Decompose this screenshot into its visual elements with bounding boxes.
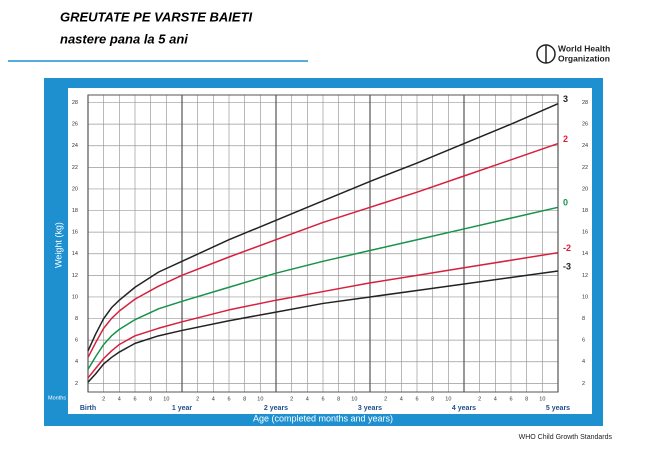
x-major-tick-label: 3 years: [358, 405, 382, 412]
chart-title: GREUTATE PE VARSTE BAIETI: [60, 9, 253, 24]
x-axis-title: Age (completed months and years): [253, 413, 393, 423]
series-label: 2: [563, 134, 568, 144]
x-tick-label: 2: [384, 396, 387, 402]
x-tick-label: 6: [321, 396, 324, 402]
logo-text: World Health: [558, 43, 610, 53]
series-label: -2: [563, 243, 571, 253]
x-tick-label: 2: [196, 396, 199, 402]
y-tick-label: 8: [582, 316, 585, 322]
chart-subtitle: nastere pana la 5 ani: [60, 31, 188, 46]
y-tick-label: 2: [582, 381, 585, 387]
x-major-tick-label: 4 years: [452, 405, 476, 412]
y-tick-label: 24: [72, 143, 78, 149]
y-tick-label: 12: [582, 273, 588, 279]
y-tick-label: 14: [582, 251, 588, 257]
series-label: -3: [563, 261, 571, 271]
x-tick-label: 4: [212, 396, 215, 402]
x-unit-label: Months: [48, 395, 66, 401]
x-tick-label: 8: [431, 396, 434, 402]
x-tick-label: 6: [133, 396, 136, 402]
y-tick-label: 8: [75, 316, 78, 322]
x-tick-label: 2: [290, 396, 293, 402]
y-tick-label: 12: [72, 273, 78, 279]
plot-panel: [68, 88, 592, 414]
x-major-tick-label: 1 year: [172, 405, 193, 412]
y-tick-label: 18: [582, 208, 588, 214]
x-major-tick-label: 2 years: [264, 405, 288, 412]
x-tick-label: 6: [227, 396, 230, 402]
series-line: [87, 206, 559, 370]
series-label: 0: [563, 198, 568, 208]
x-tick-label: 2: [478, 396, 481, 402]
y-tick-label: 10: [72, 294, 78, 300]
y-tick-label: 18: [72, 208, 78, 214]
x-tick-label: 10: [163, 396, 169, 402]
x-tick-label: 10: [445, 396, 451, 402]
y-tick-label: 20: [582, 186, 588, 192]
footer: WHO Child Growth Standards: [519, 434, 613, 441]
series-line: [87, 102, 559, 352]
y-tick-label: 26: [582, 122, 588, 128]
y-tick-label: 6: [75, 338, 78, 344]
y-tick-label: 2: [75, 381, 78, 387]
x-tick-label: 4: [118, 396, 121, 402]
x-major-tick-label: Birth: [80, 405, 96, 412]
x-tick-label: 8: [337, 396, 340, 402]
x-tick-label: 8: [243, 396, 246, 402]
y-tick-label: 4: [582, 359, 585, 365]
x-tick-label: 4: [400, 396, 403, 402]
logo-text: Organization: [558, 53, 610, 63]
x-tick-label: 4: [306, 396, 309, 402]
x-tick-label: 6: [509, 396, 512, 402]
y-tick-label: 16: [72, 230, 78, 236]
x-tick-label: 2: [102, 396, 105, 402]
x-tick-label: 8: [525, 396, 528, 402]
x-tick-label: 6: [415, 396, 418, 402]
plot-frame: [87, 94, 559, 393]
y-tick-label: 20: [72, 186, 78, 192]
x-major-tick-label: 5 years: [546, 405, 570, 412]
x-tick-label: 8: [149, 396, 152, 402]
y-axis-title: Weight (kg): [53, 222, 63, 268]
x-tick-label: 10: [257, 396, 263, 402]
x-tick-label: 10: [351, 396, 357, 402]
series-line: [87, 270, 559, 383]
series-label: 3: [563, 94, 568, 104]
y-tick-label: 6: [582, 338, 585, 344]
y-tick-label: 10: [582, 294, 588, 300]
y-tick-label: 22: [582, 165, 588, 171]
y-tick-label: 4: [75, 359, 78, 365]
y-tick-label: 26: [72, 122, 78, 128]
y-tick-label: 16: [582, 230, 588, 236]
series-line: [87, 142, 559, 358]
y-tick-label: 14: [72, 251, 78, 257]
x-tick-label: 4: [494, 396, 497, 402]
y-tick-label: 22: [72, 165, 78, 171]
y-tick-label: 24: [582, 143, 588, 149]
x-tick-label: 10: [539, 396, 545, 402]
y-tick-label: 28: [582, 100, 588, 106]
y-tick-label: 28: [72, 100, 78, 106]
series-line: [87, 251, 559, 379]
